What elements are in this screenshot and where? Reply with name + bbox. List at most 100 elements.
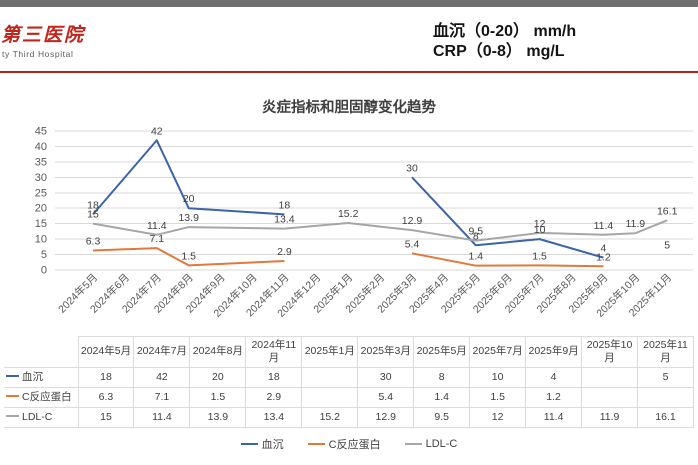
table-value-cell: 11.9	[581, 407, 639, 428]
table-column-header: 2025年9月	[525, 336, 583, 368]
data-label-LDL-C: 9.5	[468, 226, 483, 238]
chart-title: 炎症指标和胆固醇变化趋势	[262, 100, 436, 116]
legend-line-swatch	[307, 443, 325, 445]
legend-line-swatch	[240, 443, 258, 445]
table-value-cell: 4	[525, 367, 583, 388]
table-column-header: 2025年11月	[637, 336, 694, 368]
table-value-cell	[581, 367, 639, 388]
series-line-LDL-C	[92, 219, 668, 242]
series-line-swatch	[6, 414, 19, 417]
table-value-cell: 16.1	[637, 407, 694, 428]
table-value-cell: 1.5	[189, 387, 247, 408]
y-axis-tick-label: 30	[35, 172, 47, 184]
table-column-header: 2025年1月	[301, 336, 359, 368]
series-line-C反应蛋白	[411, 252, 604, 268]
data-label-血沉: 18	[279, 199, 291, 211]
data-label-血沉: 8	[473, 230, 479, 242]
data-label-LDL-C: 15	[87, 209, 99, 221]
reference-ranges: 血沉（0-20） mm/h CRP（0-8） mg/L	[433, 22, 576, 62]
table-column-header: 2024年8月	[189, 336, 247, 368]
data-label-C反应蛋白: 1.5	[181, 250, 196, 262]
data-label-LDL-C: 11.9	[625, 218, 645, 230]
series-row-label: 血沉	[4, 367, 79, 388]
legend-item-LDL-C: LDL-C	[404, 438, 457, 450]
top-bar	[0, 0, 698, 7]
table-value-cell: 6.3	[77, 387, 135, 408]
table-value-cell: 8	[413, 367, 471, 388]
table-value-cell: 18	[245, 367, 303, 388]
y-axis-tick-label: 5	[41, 249, 47, 261]
table-value-cell: 10	[469, 367, 527, 388]
legend-label: C反应蛋白	[328, 439, 381, 451]
trend-line-chart: 0510152025303540452024年5月2024年6月2024年7月2…	[35, 125, 693, 320]
data-label-C反应蛋白: 2.9	[277, 246, 292, 258]
chart-data-table: 2024年5月 2024年7月 2024年8月 2024年11月 2025年1月 2025…	[4, 336, 694, 428]
table-value-cell: 11.4	[133, 407, 191, 428]
table-value-cell: 13.4	[245, 407, 303, 428]
data-label-LDL-C: 13.4	[274, 214, 295, 226]
table-value-cell	[581, 387, 639, 408]
data-label-C反应蛋白: 7.1	[149, 233, 164, 245]
esr-reference-range: 血沉（0-20） mm/h	[433, 23, 577, 40]
hospital-logo-english: ty Third Hospital	[2, 49, 74, 59]
data-label-LDL-C: 15.2	[338, 208, 359, 220]
legend-line-swatch	[404, 443, 422, 445]
table-value-cell: 30	[357, 367, 415, 388]
data-label-血沉: 20	[183, 193, 195, 205]
data-label-LDL-C: 11.4	[594, 220, 614, 232]
table-value-cell: 15.2	[301, 407, 359, 428]
table-value-cell: 42	[133, 367, 191, 388]
table-value-cell: 11.4	[525, 407, 583, 428]
table-column-header: 2025年10月	[581, 336, 639, 368]
y-axis-tick-label: 20	[35, 203, 47, 215]
table-row: C反应蛋白 6.3 7.1 1.5 2.9 5.4 1.4 1.5 1.2	[4, 387, 694, 408]
y-axis-tick-label: 40	[35, 141, 47, 153]
hospital-logo-chinese: 第三医院	[1, 25, 86, 46]
y-axis-tick-label: 0	[41, 265, 47, 277]
table-value-cell: 7.1	[133, 387, 191, 408]
data-label-C反应蛋白: 1.4	[468, 251, 483, 263]
table-value-cell: 13.9	[189, 407, 247, 428]
y-axis-tick-label: 15	[35, 218, 47, 230]
table-row: 血沉 18 42 20 18 30 8 10 4 5	[4, 367, 694, 388]
data-label-血沉: 18	[87, 199, 99, 211]
table-value-cell: 1.2	[525, 387, 583, 408]
table-column-header: 2025年3月	[357, 336, 415, 368]
table-column-header: 2024年11月	[245, 336, 303, 368]
y-axis-tick-label: 45	[35, 126, 47, 138]
y-axis-tick-label: 25	[35, 187, 47, 199]
legend-item-C反应蛋白: C反应蛋白	[307, 436, 381, 452]
table-value-cell: 5.4	[357, 387, 415, 408]
data-label-血沉: 10	[534, 224, 546, 236]
legend-item-血沉: 血沉	[240, 436, 284, 452]
data-label-LDL-C: 12	[534, 218, 546, 230]
data-label-LDL-C: 13.9	[178, 212, 199, 224]
data-label-血沉: 5	[664, 240, 670, 252]
table-corner-cell	[4, 336, 79, 368]
series-line-swatch	[6, 394, 19, 397]
data-label-血沉: 30	[406, 162, 418, 174]
data-label-血沉: 4	[600, 243, 606, 255]
table-column-header: 2024年5月	[77, 336, 135, 368]
data-label-C反应蛋白: 5.4	[405, 238, 420, 250]
y-axis-tick-label: 35	[35, 156, 47, 168]
table-value-cell	[637, 387, 694, 408]
data-label-C反应蛋白: 6.3	[86, 236, 101, 248]
table-value-cell: 15	[77, 407, 135, 428]
data-label-LDL-C: 11.4	[147, 220, 167, 232]
table-value-cell: 20	[189, 367, 247, 388]
legend-label: 血沉	[261, 439, 284, 451]
series-row-label: C反应蛋白	[4, 387, 79, 408]
data-label-LDL-C: 12.9	[402, 215, 423, 227]
data-label-C反应蛋白: 1.2	[596, 251, 611, 263]
table-value-cell: 1.5	[469, 387, 527, 408]
table-value-cell: 12	[469, 407, 527, 428]
series-line-C反应蛋白	[92, 247, 285, 267]
table-value-cell: 5	[637, 367, 694, 388]
crp-reference-range: CRP（0-8） mg/L	[433, 43, 565, 60]
table-value-cell: 1.4	[413, 387, 471, 408]
table-value-cell	[301, 387, 359, 408]
series-line-swatch	[6, 374, 19, 377]
data-label-C反应蛋白: 1.5	[532, 250, 547, 262]
